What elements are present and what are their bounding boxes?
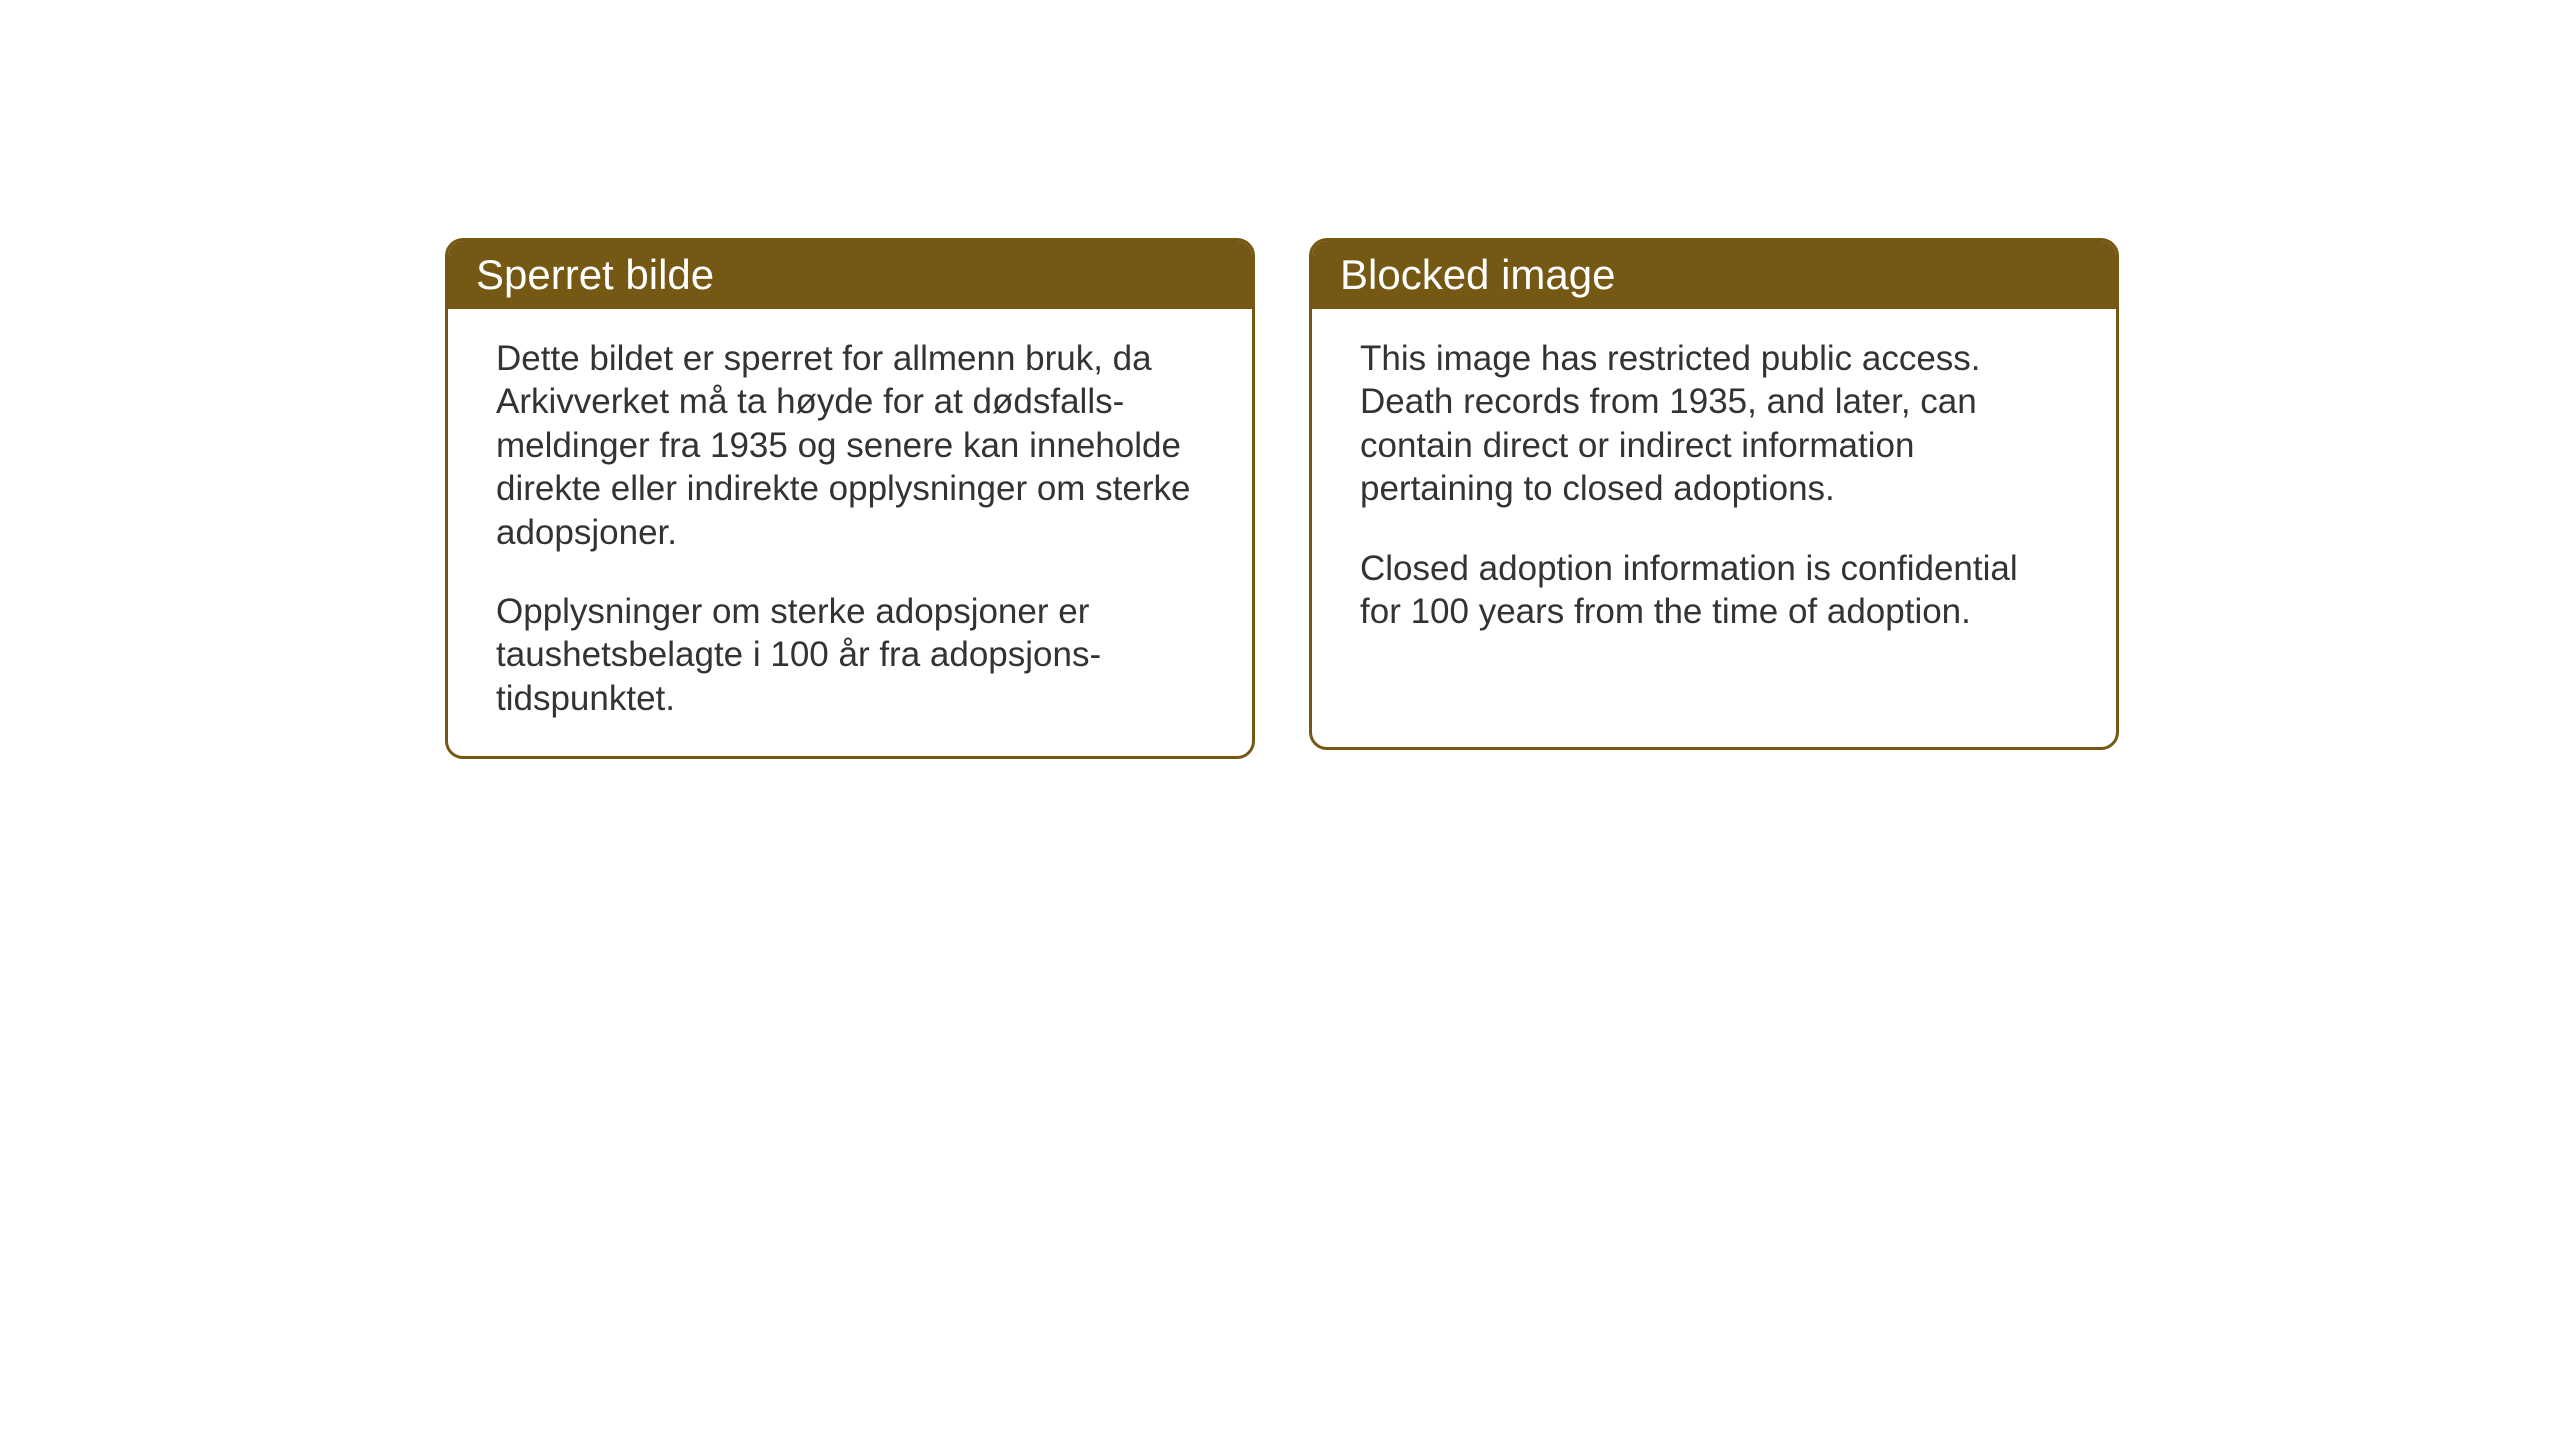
norwegian-card-body: Dette bildet er sperret for allmenn bruk… (448, 309, 1252, 756)
norwegian-paragraph-2: Opplysninger om sterke adopsjoner er tau… (496, 590, 1204, 720)
norwegian-card-title: Sperret bilde (476, 251, 714, 298)
english-card: Blocked image This image has restricted … (1309, 238, 2119, 750)
english-card-header: Blocked image (1312, 241, 2116, 309)
english-card-title: Blocked image (1340, 251, 1615, 298)
english-paragraph-1: This image has restricted public access.… (1360, 337, 2068, 511)
english-paragraph-2: Closed adoption information is confident… (1360, 547, 2068, 634)
english-card-body: This image has restricted public access.… (1312, 309, 2116, 669)
norwegian-card: Sperret bilde Dette bildet er sperret fo… (445, 238, 1255, 759)
cards-container: Sperret bilde Dette bildet er sperret fo… (445, 238, 2119, 759)
norwegian-card-header: Sperret bilde (448, 241, 1252, 309)
norwegian-paragraph-1: Dette bildet er sperret for allmenn bruk… (496, 337, 1204, 554)
